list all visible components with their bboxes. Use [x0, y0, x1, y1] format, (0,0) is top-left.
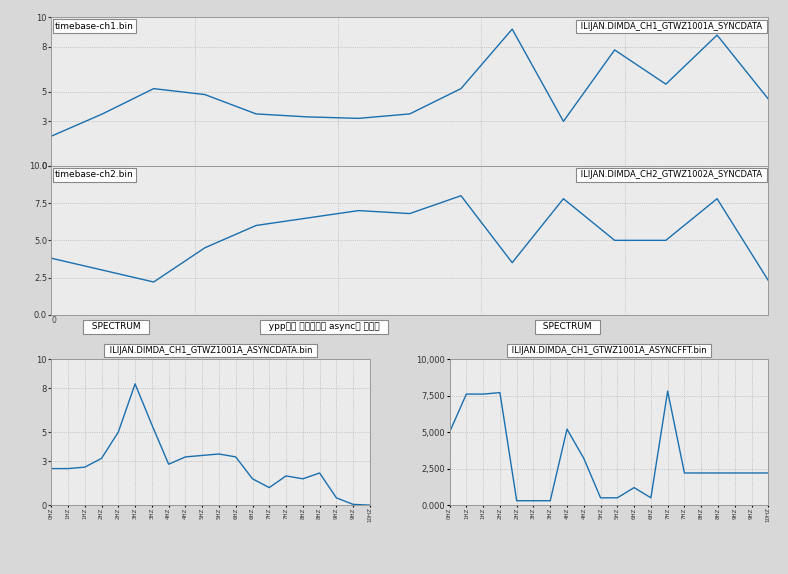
Text: ypp에서 스펙트럼은 async만 사용함: ypp에서 스펙트럼은 async만 사용함: [262, 322, 385, 331]
Text: ILIJAN.DIMDA_CH1_GTWZ1001A_ASYNCFFT.bin: ILIJAN.DIMDA_CH1_GTWZ1001A_ASYNCFFT.bin: [509, 346, 709, 355]
Text: 0: 0: [51, 316, 56, 325]
Text: ILIJAN.DIMDA_CH1_GTWZ1001A_ASYNCDATA.bin: ILIJAN.DIMDA_CH1_GTWZ1001A_ASYNCDATA.bin: [106, 346, 314, 355]
Text: SPECTRUM: SPECTRUM: [86, 322, 146, 331]
Text: SPECTRUM: SPECTRUM: [537, 322, 598, 331]
Text: ILIJAN.DIMDA_CH1_GTWZ1001A_SYNCDATA: ILIJAN.DIMDA_CH1_GTWZ1001A_SYNCDATA: [578, 22, 764, 30]
Text: ILIJAN.DIMDA_CH2_GTWZ1002A_SYNCDATA: ILIJAN.DIMDA_CH2_GTWZ1002A_SYNCDATA: [578, 170, 764, 180]
Text: timebase-ch1.bin: timebase-ch1.bin: [55, 22, 134, 30]
Text: timebase-ch2.bin: timebase-ch2.bin: [55, 170, 133, 180]
